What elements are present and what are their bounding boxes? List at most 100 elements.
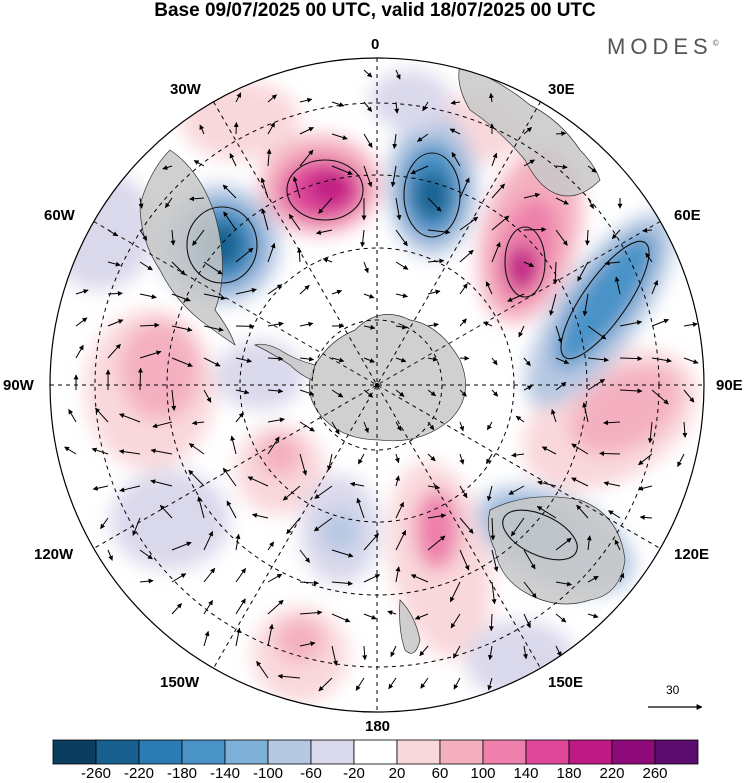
wind-vector — [107, 261, 121, 267]
wind-vector — [677, 453, 685, 467]
wind-vector — [651, 389, 669, 405]
wind-vector — [107, 343, 121, 359]
wind-vector — [159, 504, 173, 519]
wind-vector — [582, 293, 589, 317]
wind-vector — [331, 101, 345, 107]
wind-vector — [162, 165, 173, 170]
wind-vector — [577, 261, 589, 282]
wind-vector — [331, 421, 340, 435]
colorbar-tick-label: 140 — [513, 765, 539, 782]
wind-vector — [388, 677, 397, 690]
wind-vector — [490, 517, 496, 541]
wind-vector — [267, 242, 276, 263]
colorbar-tick-label: 220 — [599, 765, 625, 782]
wind-vector — [313, 517, 333, 532]
wind-vector — [188, 469, 205, 487]
wind-vector — [138, 197, 144, 209]
wind-vector — [235, 567, 247, 583]
wind-vector — [523, 227, 547, 233]
wind-vector — [395, 530, 407, 551]
wind-vector — [363, 165, 373, 188]
wind-vector — [651, 280, 659, 295]
lon-label-120e: 120E — [674, 546, 710, 563]
wind-vector — [150, 448, 173, 455]
wind-vector — [318, 197, 333, 214]
colorbar-swatch — [95, 739, 140, 765]
wind-vector — [267, 436, 280, 455]
negative-anomaly — [370, 70, 450, 130]
wind-vector — [331, 645, 338, 666]
wind-vector — [451, 151, 461, 167]
wind-vector — [394, 453, 400, 464]
wind-vector — [387, 610, 397, 616]
wind-vector — [360, 229, 366, 248]
wind-vector — [459, 177, 470, 199]
wind-vector — [537, 480, 557, 487]
wind-vector — [491, 215, 510, 231]
wind-vector — [491, 357, 498, 366]
wind-vector — [322, 257, 333, 263]
wind-vector — [603, 420, 621, 426]
colorbar-swatch — [654, 739, 699, 765]
wind-vector — [91, 447, 109, 455]
wind-vector — [363, 69, 373, 78]
lon-label-60w: 60W — [44, 207, 75, 224]
colorbar-swatch — [181, 739, 226, 765]
wind-vector — [331, 549, 354, 558]
wind-vector — [331, 613, 351, 623]
wind-vector — [549, 293, 557, 316]
colorbar-swatch — [353, 739, 398, 765]
wind-vector — [299, 356, 315, 362]
wind-vector — [363, 261, 369, 274]
wind-vector — [288, 213, 301, 231]
wind-vector — [683, 322, 698, 327]
wind-vector — [449, 128, 461, 135]
wind-vector — [508, 485, 525, 495]
wind-vector — [576, 504, 589, 519]
wind-vector — [619, 320, 643, 327]
wind-vector — [395, 324, 408, 330]
wind-vector — [414, 613, 429, 620]
wind-vector — [390, 165, 397, 188]
wind-vector — [188, 443, 205, 455]
wind-vector — [614, 276, 621, 295]
wind-vector — [318, 677, 333, 692]
wind-vector — [363, 574, 381, 583]
colorbar-swatch — [396, 739, 441, 765]
wind-vector — [459, 517, 474, 534]
wind-vector — [235, 412, 244, 423]
colorbar-swatch — [267, 739, 312, 765]
wind-vector — [139, 293, 157, 299]
wind-vector — [356, 497, 365, 519]
wind-vector — [363, 613, 377, 620]
wind-vector — [486, 453, 493, 465]
wind-vector — [267, 356, 284, 362]
wind-vector — [523, 613, 531, 629]
wind-vector — [410, 574, 429, 583]
wind-vector — [193, 160, 205, 167]
wind-vector — [510, 517, 525, 537]
wind-vector — [203, 293, 226, 301]
lon-label-60e: 60E — [674, 207, 701, 224]
colorbar-swatch — [568, 739, 613, 765]
wind-vector — [395, 357, 407, 363]
wind-vector — [586, 535, 592, 551]
wind-vector — [486, 421, 493, 431]
colorbar-tick-label: -100 — [252, 765, 284, 782]
lon-label-0: 0 — [371, 36, 380, 53]
wind-vector — [363, 324, 376, 330]
wind-vector — [331, 357, 345, 363]
wind-vector — [171, 261, 186, 276]
colorbar-tick-label: 260 — [642, 765, 668, 782]
wind-vector — [107, 549, 113, 561]
wind-vector — [267, 623, 274, 647]
wind-vector — [491, 581, 497, 605]
wind-vector — [171, 389, 177, 411]
wind-vector — [645, 252, 653, 263]
colorbar-swatch — [138, 739, 183, 765]
wind-vector — [395, 69, 401, 80]
wind-vector — [571, 443, 589, 455]
wind-vector — [555, 537, 572, 551]
wind-vector — [584, 229, 590, 246]
wind-vector — [171, 357, 193, 367]
